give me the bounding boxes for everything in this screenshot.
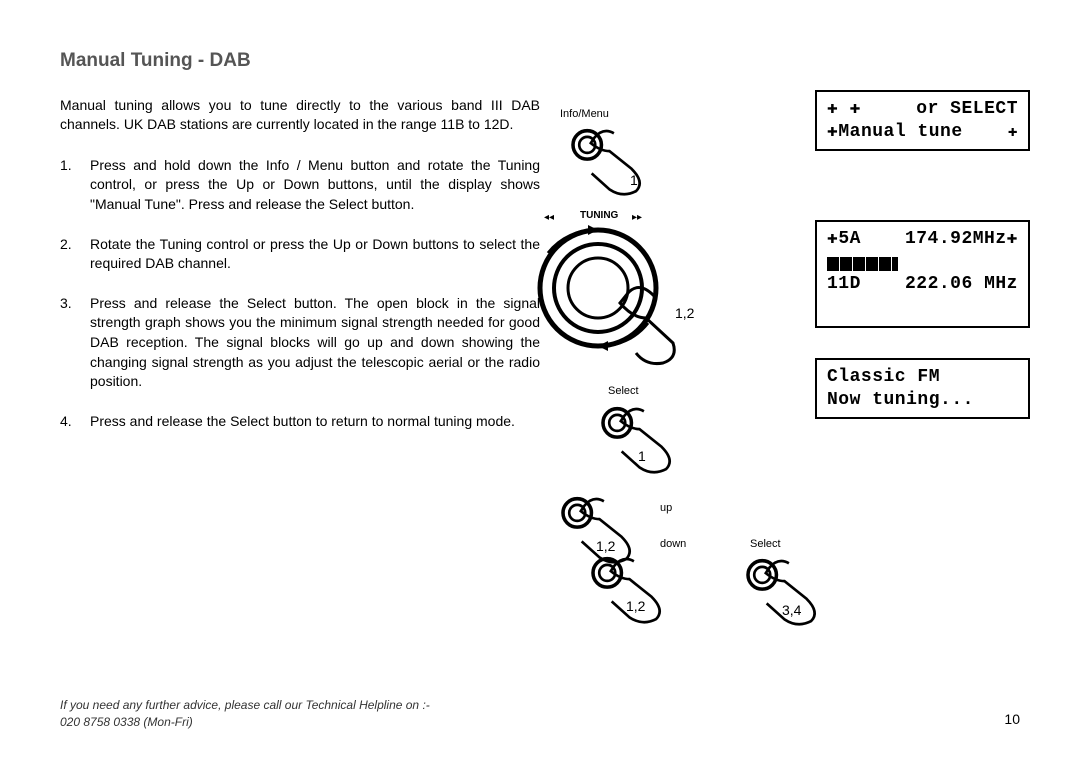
tuning-dial-diagram (528, 218, 678, 368)
step-ref-select2: 3,4 (782, 602, 801, 618)
lcd2-r1-left: ✚5A (827, 228, 861, 251)
page-number: 10 (1004, 711, 1020, 727)
down-press-diagram (580, 548, 670, 628)
lcd1-r2-left: ✚Manual tune (827, 121, 963, 144)
lcd-screen-2: ✚5A 174.92MHz✚ 11D 222.06 MHz (815, 220, 1030, 328)
infomenu-press-diagram (560, 120, 650, 200)
lcd-screen-3: Classic FM Now tuning... (815, 358, 1030, 419)
step-4: Press and release the Select button to r… (60, 412, 540, 432)
lcd2-r3-right: 222.06 MHz (905, 273, 1018, 296)
footer: If you need any further advice, please c… (60, 697, 1020, 731)
lcd1-r1-left: ✚ ✚ (827, 98, 861, 121)
label-info-menu: Info/Menu (560, 108, 609, 120)
select-press-diagram-1 (590, 398, 680, 478)
step-3: Press and release the Select button. The… (60, 294, 540, 392)
lcd2-r1-right: 174.92MHz✚ (905, 228, 1018, 251)
diagram-area: ✚ ✚ or SELECT ✚Manual tune ✚ ✚5A 174.92M… (560, 90, 1030, 650)
lcd3-line2: Now tuning... (827, 389, 1018, 412)
lcd-screen-1: ✚ ✚ or SELECT ✚Manual tune ✚ (815, 90, 1030, 151)
helpline-line2: 020 8758 0338 (Mon-Fri) (60, 714, 1020, 731)
step-ref-updown2: 1,2 (626, 598, 645, 614)
lcd1-r1-right: or SELECT (916, 98, 1018, 121)
lcd2-r3-left: 11D (827, 273, 861, 296)
label-select-2: Select (750, 538, 781, 550)
steps-list: Press and hold down the Info / Menu butt… (60, 156, 540, 432)
step-ref-infomenu: 1 (630, 172, 638, 188)
select-press-diagram-2 (735, 550, 825, 630)
step-ref-dial: 1,2 (675, 305, 694, 321)
lcd1-r2-right: ✚ (1008, 122, 1018, 142)
intro-text: Manual tuning allows you to tune directl… (60, 96, 540, 134)
step-ref-select1: 1 (638, 448, 646, 464)
step-1: Press and hold down the Info / Menu butt… (60, 156, 540, 215)
helpline-line1: If you need any further advice, please c… (60, 697, 1020, 714)
label-select-1: Select (608, 385, 639, 397)
lcd3-line1: Classic FM (827, 366, 1018, 389)
label-up: up (660, 502, 672, 514)
step-2: Rotate the Tuning control or press the U… (60, 235, 540, 274)
page-heading: Manual Tuning - DAB (60, 50, 1020, 72)
signal-strength-graph (827, 255, 904, 271)
